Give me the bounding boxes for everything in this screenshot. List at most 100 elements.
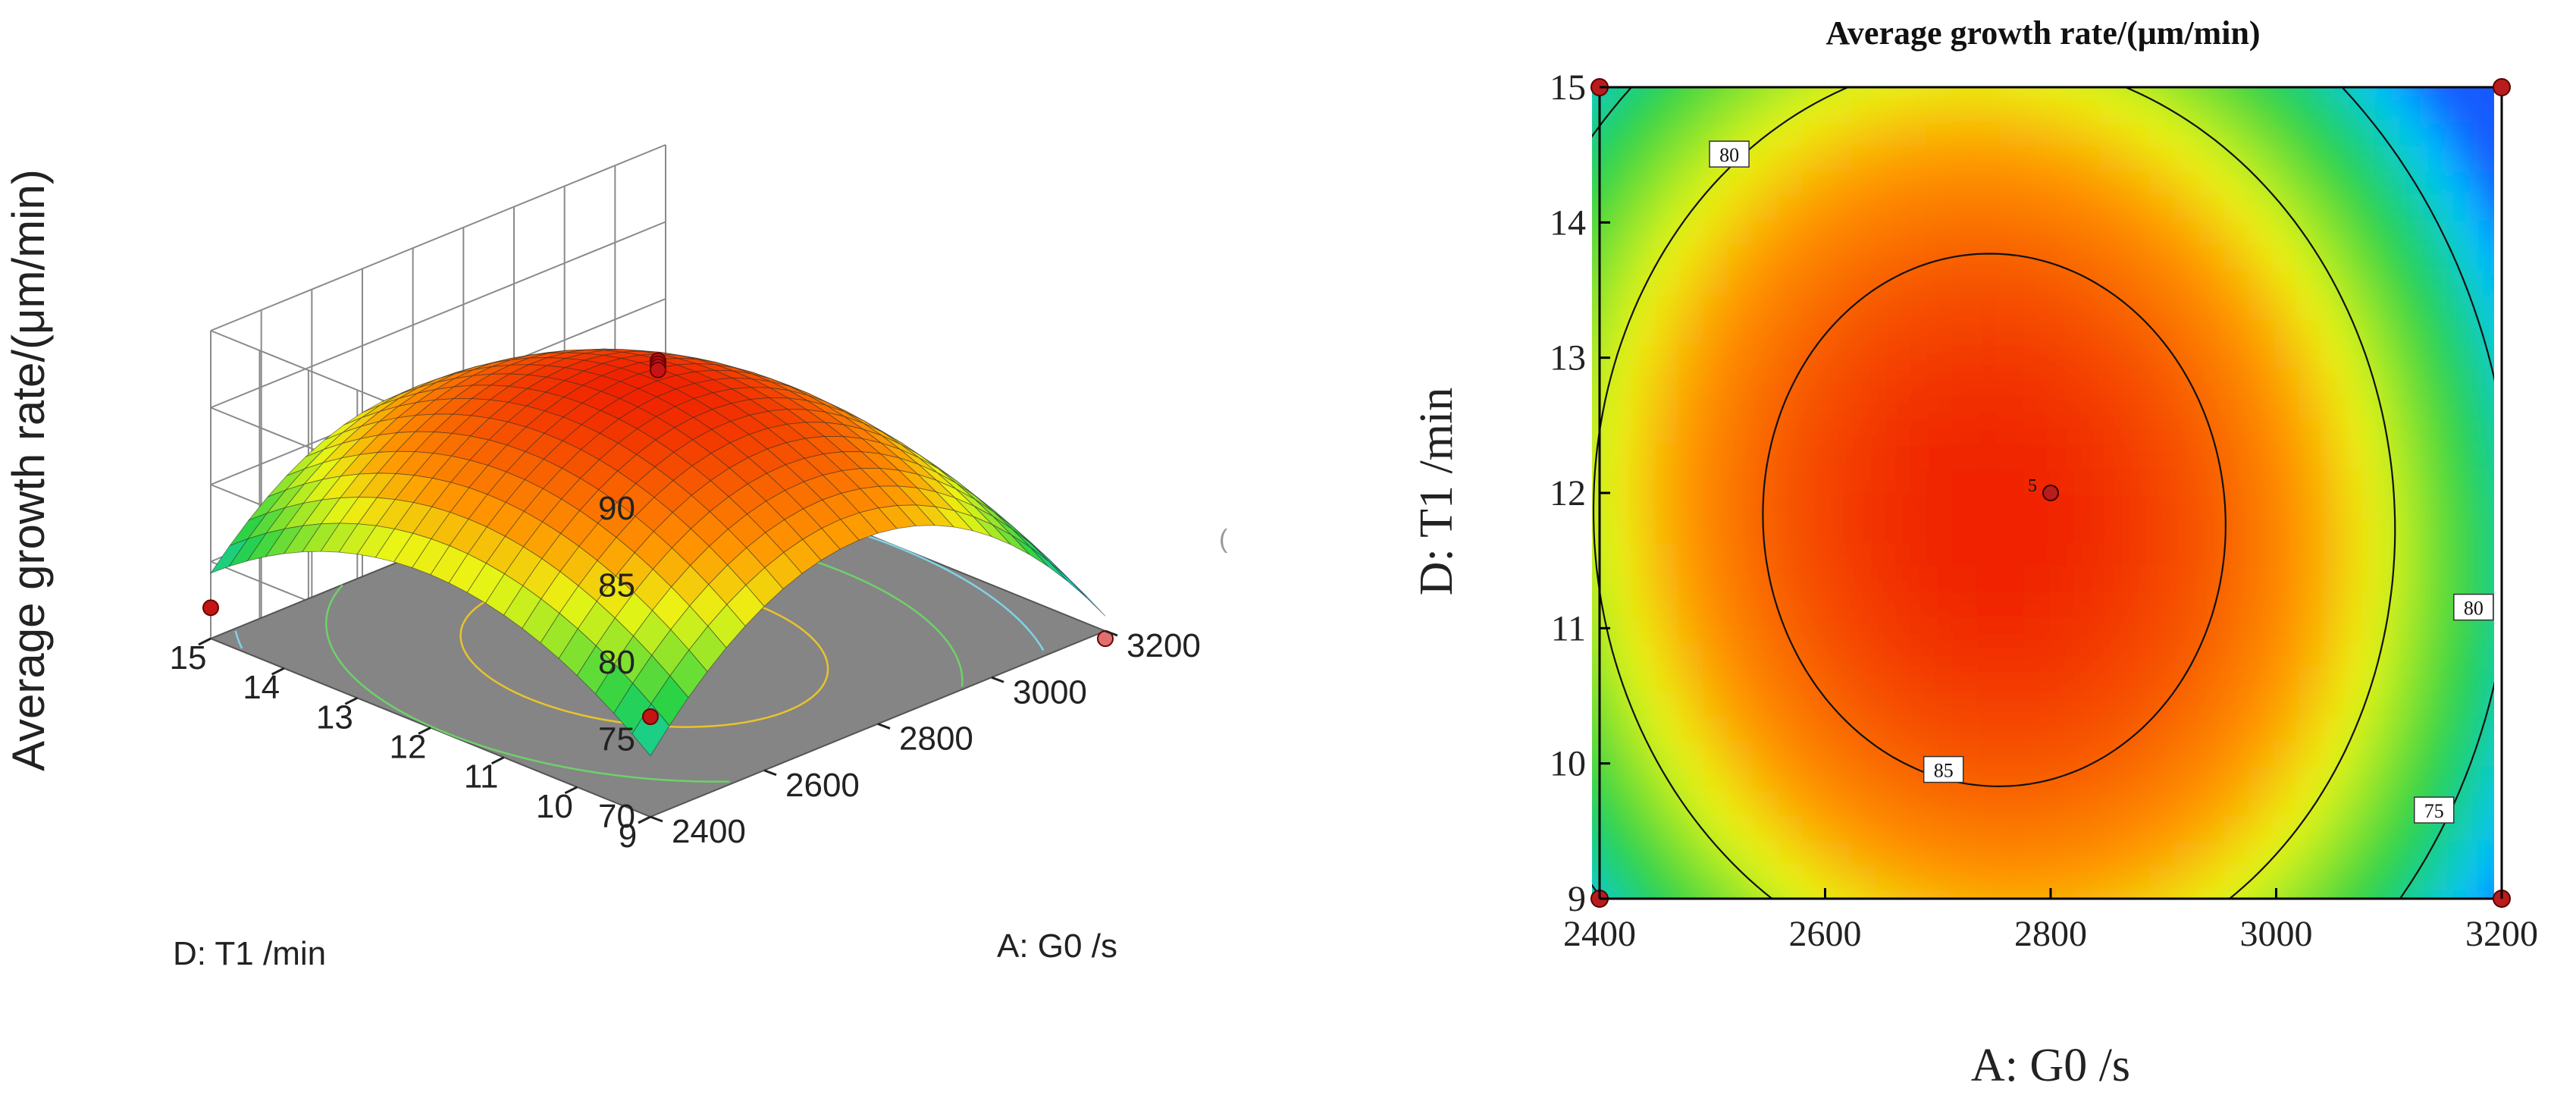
heatmap-cell (1926, 715, 1952, 742)
heatmap-cell (2223, 764, 2250, 792)
heatmap-cell (1603, 442, 1630, 469)
heatmap-cell (2249, 591, 2275, 618)
response-surface (209, 348, 1106, 757)
heatmap-cell (1826, 665, 1853, 692)
heatmap-cell (2025, 145, 2051, 171)
heatmap-cell (1876, 764, 1903, 792)
heatmap-cell (2000, 368, 2027, 395)
heatmap-cell (2050, 541, 2076, 568)
heatmap-cell (2347, 145, 2374, 171)
heatmap-cell (1727, 268, 1754, 296)
contour-x-tick-label: 2800 (2014, 914, 2087, 954)
heatmap-cell (1851, 368, 1878, 395)
heatmap-cell (2323, 516, 2349, 544)
heatmap-cell (1976, 467, 2002, 494)
heatmap-cell (1901, 567, 1928, 593)
heatmap-cell (1876, 120, 1903, 147)
heatmap-cell (2372, 789, 2399, 816)
heatmap-cell (2273, 541, 2300, 568)
heatmap-cell (2397, 641, 2424, 667)
heatmap-cell (1801, 87, 1829, 97)
heatmap-cell (2149, 516, 2176, 544)
heatmap-cell (1951, 492, 1977, 519)
heatmap-cell (1976, 740, 2002, 767)
heatmap-cell (1554, 815, 1580, 841)
heatmap-cell (2323, 87, 2349, 97)
heatmap-cell (2273, 864, 2300, 891)
surface-x-tick (991, 676, 1004, 683)
heatmap-cell (2372, 591, 2399, 618)
heatmap-cell (1653, 467, 1679, 494)
heatmap-cell (1901, 219, 1928, 246)
heatmap-cell (2323, 442, 2349, 469)
heatmap-cell (1777, 789, 1804, 816)
heatmap-cell (1752, 442, 1778, 469)
heatmap-cell (2422, 690, 2449, 717)
heatmap-cell (1851, 641, 1878, 667)
heatmap-cell (2471, 120, 2494, 147)
heatmap-cell (1592, 541, 1605, 568)
heatmap-cell (2446, 319, 2474, 345)
heatmap-cell (2198, 393, 2225, 419)
surface-design-point (650, 361, 666, 378)
heatmap-cell (1951, 889, 1977, 899)
heatmap-cell (2198, 170, 2225, 196)
heatmap-cell (2000, 170, 2027, 196)
heatmap-cell (2099, 839, 2126, 866)
heatmap-cell (2249, 616, 2275, 643)
heatmap-cell (1727, 170, 1754, 196)
heatmap-cell (1628, 789, 1655, 816)
heatmap-cell (1926, 864, 1952, 891)
heatmap-cell (1926, 145, 1952, 171)
heatmap-cell (2471, 418, 2494, 444)
heatmap-cell (1876, 319, 1903, 345)
heatmap-cell (1703, 268, 1729, 296)
heatmap-cell (1826, 864, 1853, 891)
heatmap-cell (2074, 567, 2101, 593)
heatmap-cell (1653, 368, 1679, 395)
heatmap-cell (2422, 516, 2449, 544)
heatmap-cell (2149, 541, 2176, 568)
heatmap-cell (1826, 715, 1853, 742)
heatmap-cell (2124, 665, 2151, 692)
heatmap-cell (2496, 592, 2522, 618)
heatmap-cell (2124, 839, 2151, 866)
heatmap-cell (1727, 393, 1754, 419)
heatmap-cell (1678, 467, 1704, 494)
heatmap-cell (2397, 95, 2424, 122)
heatmap-cell (2446, 343, 2474, 370)
heatmap-cell (2347, 393, 2374, 419)
heatmap-cell (1826, 194, 1853, 221)
heatmap-cell (2223, 418, 2250, 444)
heatmap-cell (1801, 789, 1829, 816)
heatmap-cell (1826, 170, 1853, 196)
heatmap-cell (1752, 393, 1778, 419)
surface-d-tick-label: 10 (536, 788, 573, 825)
heatmap-cell (2149, 219, 2176, 246)
heatmap-cell (1826, 120, 1853, 147)
heatmap-cell (1801, 541, 1829, 568)
heatmap-cell (2397, 665, 2424, 692)
heatmap-cell (1951, 442, 1977, 469)
heatmap-cell (1628, 815, 1655, 841)
heatmap-cell (1752, 194, 1778, 221)
heatmap-cell (2496, 765, 2522, 792)
heatmap-cell (2050, 95, 2076, 122)
heatmap-cell (1628, 541, 1655, 568)
heatmap-cell (2347, 864, 2374, 891)
heatmap-cell (2521, 195, 2547, 221)
heatmap-cell (2347, 170, 2374, 196)
heatmap-cell (1826, 393, 1853, 419)
heatmap-cell (2223, 516, 2250, 544)
heatmap-cell (2173, 95, 2201, 122)
heatmap-cell (1628, 567, 1655, 593)
heatmap-cell (2422, 715, 2449, 742)
heatmap-cell (1603, 467, 1630, 494)
heatmap-cell (1926, 591, 1952, 618)
heatmap-cell (2173, 120, 2201, 147)
heatmap-cell (1951, 864, 1977, 891)
heatmap-cell (1876, 789, 1903, 816)
heatmap-cell (1752, 740, 1778, 767)
contour-heatmap (1554, 87, 2547, 899)
heatmap-cell (1703, 393, 1729, 419)
